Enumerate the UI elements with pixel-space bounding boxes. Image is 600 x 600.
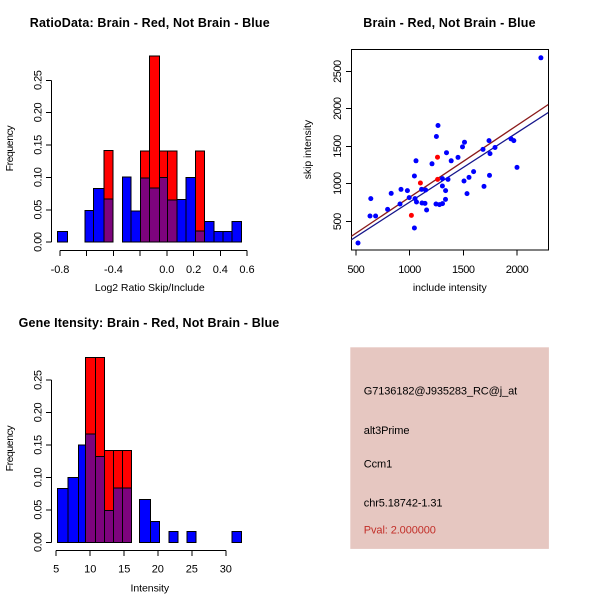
svg-text:0.15: 0.15 xyxy=(32,435,44,455)
svg-text:2500: 2500 xyxy=(332,60,344,83)
svg-text:0.25: 0.25 xyxy=(32,70,44,90)
svg-text:25: 25 xyxy=(186,564,198,576)
svg-text:G7136182@J935283_RC@j_at: G7136182@J935283_RC@j_at xyxy=(364,386,517,398)
svg-text:1000: 1000 xyxy=(332,172,344,195)
svg-text:Intensity: Intensity xyxy=(130,582,169,594)
svg-text:RatioData: Brain - Red, Not Br: RatioData: Brain - Red, Not Brain - Blue xyxy=(30,16,270,30)
svg-text:500: 500 xyxy=(332,213,344,230)
svg-text:Gene Itensity: Brain - Red, No: Gene Itensity: Brain - Red, Not Brain - … xyxy=(19,316,280,330)
svg-text:0.10: 0.10 xyxy=(32,167,44,187)
svg-text:2000: 2000 xyxy=(506,264,529,276)
svg-text:0.20: 0.20 xyxy=(32,103,44,123)
svg-text:-0.8: -0.8 xyxy=(51,264,70,276)
svg-text:Frequency: Frequency xyxy=(4,425,16,472)
svg-text:0.10: 0.10 xyxy=(32,467,44,487)
svg-text:5: 5 xyxy=(53,564,59,576)
svg-text:0.6: 0.6 xyxy=(239,264,254,276)
svg-text:0.05: 0.05 xyxy=(32,500,44,520)
svg-text:0.0: 0.0 xyxy=(159,264,174,276)
svg-text:2000: 2000 xyxy=(332,97,344,120)
svg-text:20: 20 xyxy=(152,564,164,576)
svg-text:-0.4: -0.4 xyxy=(104,264,123,276)
svg-text:0.00: 0.00 xyxy=(32,232,44,252)
svg-text:15: 15 xyxy=(118,564,130,576)
svg-text:Log2 Ratio Skip/Include: Log2 Ratio Skip/Include xyxy=(95,282,205,294)
svg-text:500: 500 xyxy=(347,264,364,276)
svg-text:0.20: 0.20 xyxy=(32,403,44,423)
svg-text:skip intensity: skip intensity xyxy=(302,119,314,179)
svg-text:Ccm1: Ccm1 xyxy=(364,459,392,471)
svg-text:Frequency: Frequency xyxy=(4,125,16,172)
svg-text:0.4: 0.4 xyxy=(213,264,228,276)
svg-text:include intensity: include intensity xyxy=(413,282,488,294)
svg-text:Pval: 2.000000: Pval: 2.000000 xyxy=(364,525,436,537)
svg-text:chr5.18742-1.31: chr5.18742-1.31 xyxy=(364,498,443,510)
svg-text:Brain - Red, Not Brain - Blue: Brain - Red, Not Brain - Blue xyxy=(363,16,535,30)
svg-text:1500: 1500 xyxy=(332,135,344,158)
svg-text:1000: 1000 xyxy=(398,264,421,276)
svg-text:0.15: 0.15 xyxy=(32,135,44,155)
svg-text:0.00: 0.00 xyxy=(32,532,44,552)
svg-text:0.2: 0.2 xyxy=(186,264,201,276)
svg-text:0.05: 0.05 xyxy=(32,200,44,220)
svg-text:1500: 1500 xyxy=(452,264,475,276)
svg-text:10: 10 xyxy=(84,564,96,576)
svg-text:0.25: 0.25 xyxy=(32,370,44,390)
svg-text:30: 30 xyxy=(220,564,232,576)
svg-text:alt3Prime: alt3Prime xyxy=(364,425,410,437)
